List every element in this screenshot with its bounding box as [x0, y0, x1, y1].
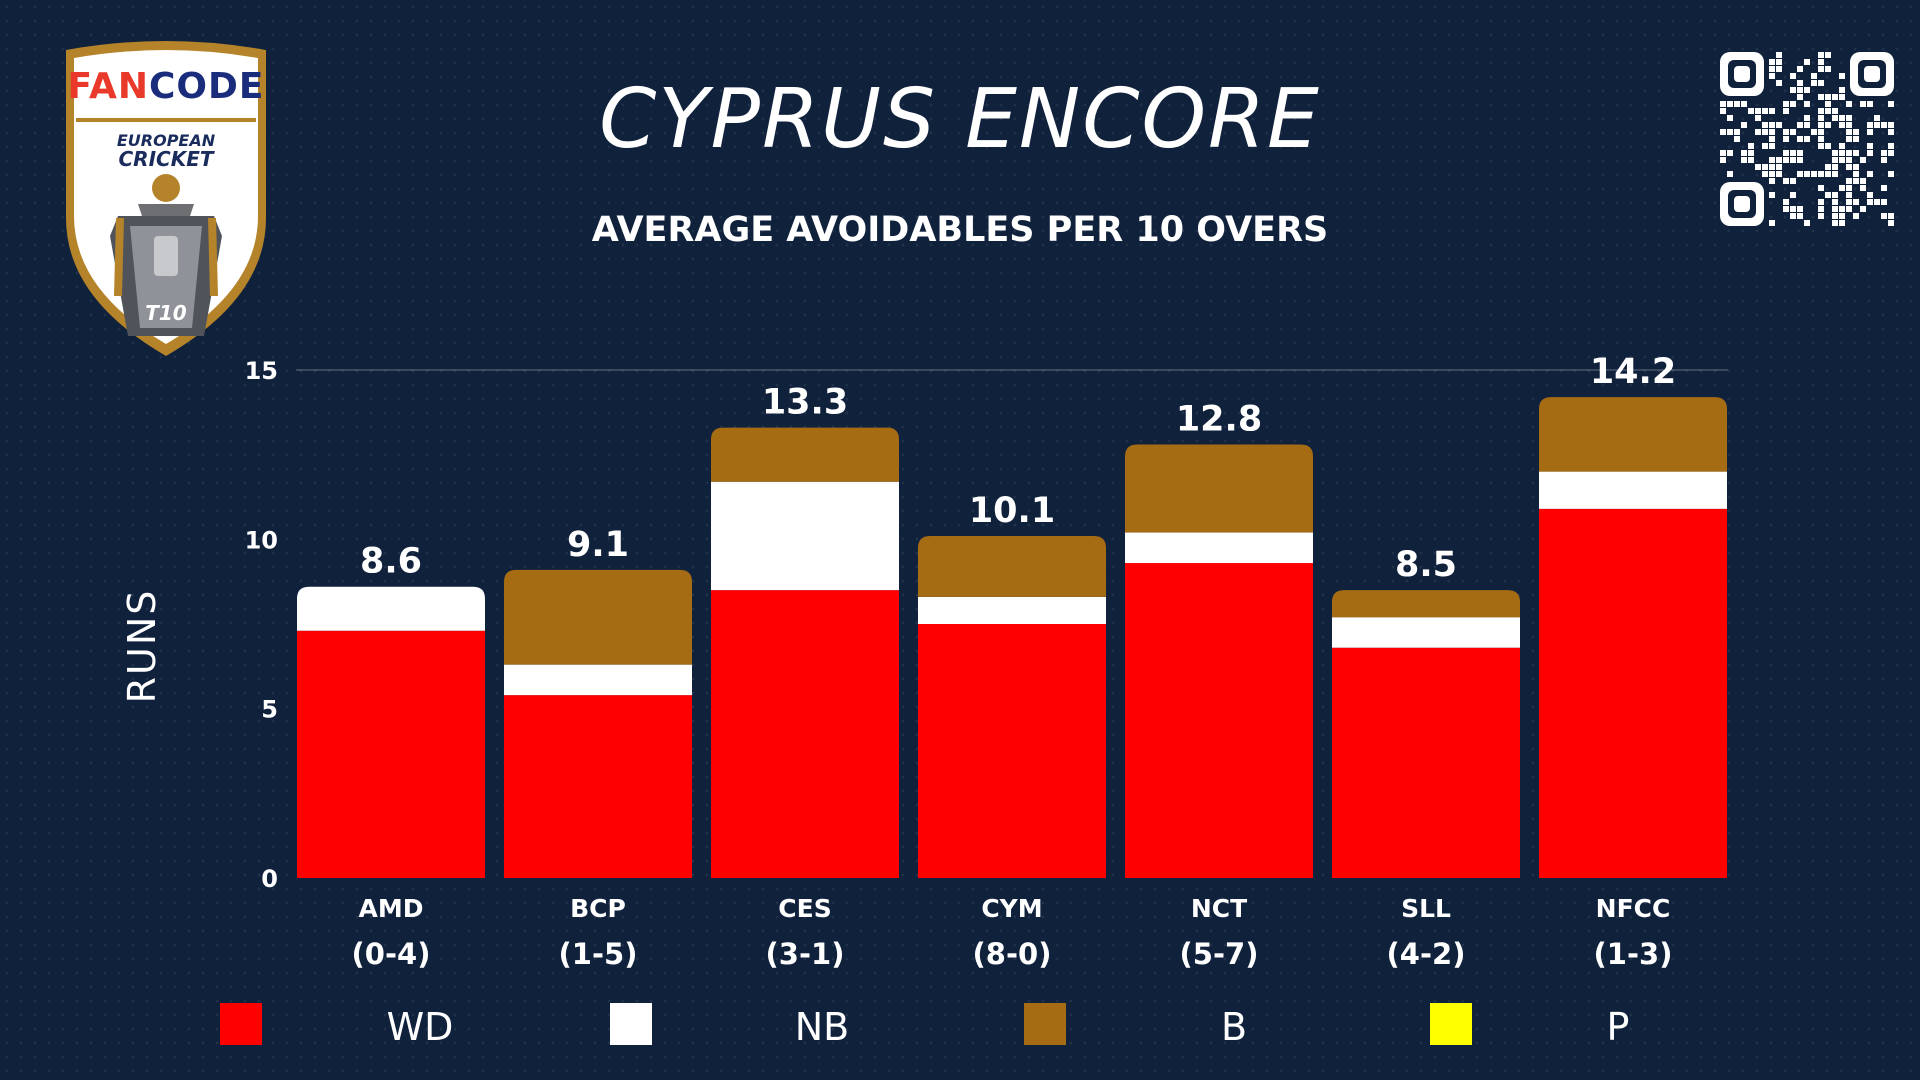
- y-tick-label: 5: [261, 696, 278, 724]
- bar-segment-b: [504, 569, 692, 665]
- x-tick-record: (5-7): [1180, 937, 1259, 971]
- bar-total-label: 14.2: [1590, 352, 1676, 392]
- bars: [297, 397, 1727, 878]
- x-tick-record: (4-2): [1387, 937, 1466, 971]
- x-tick-label: BCP: [570, 894, 626, 923]
- bar-segment-nb: [1539, 471, 1727, 509]
- bar-segment-nb: [1125, 532, 1313, 564]
- bar-segment-b: [1332, 590, 1520, 618]
- legend-label-wd: WD: [387, 1005, 454, 1049]
- bar-segment-wd: [1332, 647, 1520, 878]
- bar-segment-nb: [504, 664, 692, 696]
- x-tick-label: CYM: [981, 894, 1042, 923]
- x-axis-ticks: AMD (0-4) BCP (1-5) CES (3-1) CYM (8-0) NCT (5-7)…: [352, 894, 1673, 971]
- x-tick-record: (0-4): [352, 937, 431, 971]
- legend-label-b: B: [1221, 1005, 1247, 1049]
- chart-subtitle: AVERAGE AVOIDABLES PER 10 OVERS: [591, 210, 1329, 250]
- bar-segment-nb: [711, 481, 899, 591]
- chart-title: CYPRUS ENCORE: [599, 72, 1321, 167]
- svg-text:EUROPEAN: EUROPEAN: [117, 131, 216, 150]
- bar-segment-b: [1125, 444, 1313, 533]
- bar-segment-b: [918, 535, 1106, 597]
- y-tick-label: 0: [261, 865, 278, 893]
- bar-segment-wd: [918, 624, 1106, 878]
- fancode-european-cricket-t10-logo: FANCODE EUROPEAN CRICKET T10: [54, 36, 278, 360]
- bar-segment-wd: [1125, 563, 1313, 878]
- y-tick-label: 15: [245, 357, 278, 385]
- legend-swatch-p: [1430, 1003, 1472, 1045]
- legend: WD NB B P: [220, 1003, 1629, 1049]
- bar-total-label: 12.8: [1176, 400, 1262, 440]
- x-tick-record: (1-3): [1594, 937, 1673, 971]
- legend-swatch-wd: [220, 1003, 262, 1045]
- x-tick-record: (8-0): [973, 937, 1052, 971]
- x-tick-label: AMD: [359, 894, 424, 923]
- legend-label-p: P: [1607, 1005, 1630, 1049]
- bar-segment-wd: [504, 695, 692, 878]
- bar-segment-nb: [297, 586, 485, 631]
- bar-total-label: 8.6: [360, 542, 422, 582]
- x-tick-label: CES: [778, 894, 831, 923]
- bar-total-label: 9.1: [567, 525, 629, 565]
- bar-segment-b: [711, 427, 899, 482]
- y-axis-label: RUNS: [112, 566, 172, 726]
- bar-total-label: 10.1: [969, 491, 1055, 531]
- legend-swatch-nb: [610, 1003, 652, 1045]
- y-axis-ticks: 0 5 10 15: [245, 357, 278, 893]
- bar-segment-wd: [297, 630, 485, 878]
- x-tick-label: NCT: [1191, 894, 1247, 923]
- legend-label-nb: NB: [795, 1005, 850, 1049]
- svg-text:FANCODE: FANCODE: [68, 66, 265, 107]
- y-tick-label: 10: [245, 526, 278, 554]
- bar-total-label: 13.3: [762, 383, 848, 423]
- qr-code-icon: [1718, 50, 1896, 228]
- x-tick-record: (1-5): [559, 937, 638, 971]
- svg-text:T10: T10: [145, 301, 187, 325]
- bar-segment-b: [1539, 397, 1727, 472]
- bar-segment-nb: [918, 596, 1106, 624]
- bar-total-label: 8.5: [1395, 545, 1457, 585]
- legend-swatch-b: [1024, 1003, 1066, 1045]
- y-axis-label-text: RUNS: [120, 588, 164, 704]
- bar-segment-wd: [711, 590, 899, 878]
- data-labels: 8.6 9.1 13.3 10.1 12.8 8.5 14.2: [360, 352, 1676, 585]
- x-tick-label: SLL: [1401, 894, 1451, 923]
- bar-segment-nb: [1332, 617, 1520, 648]
- svg-text:CRICKET: CRICKET: [119, 147, 215, 171]
- bar-segment-wd: [1539, 508, 1727, 878]
- x-tick-label: NFCC: [1596, 894, 1671, 923]
- x-tick-record: (3-1): [766, 937, 845, 971]
